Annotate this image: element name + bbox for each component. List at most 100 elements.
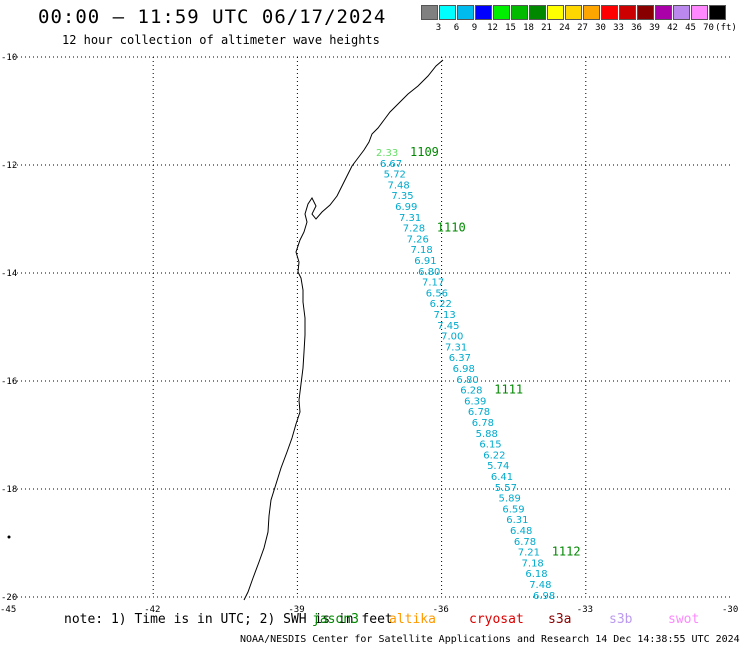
legend-swatch: [475, 5, 492, 20]
legend-value: 42: [667, 23, 678, 33]
lat-label: -12: [1, 161, 17, 171]
wave-height-label: 6.48: [510, 526, 532, 537]
legend-value: 18: [523, 23, 534, 33]
legend-swatch: [691, 5, 708, 20]
legend-value: 36: [631, 23, 642, 33]
wave-height-label: 6.39: [464, 396, 486, 407]
wave-height-label: 7.13: [433, 310, 455, 321]
satellite-s3b: s3b: [609, 612, 633, 627]
time-label: 1110: [437, 221, 466, 235]
satellite-cryosat: cryosat: [469, 612, 524, 627]
wave-height-label: 6.22: [483, 450, 505, 461]
legend-swatch: [583, 5, 600, 20]
legend-swatch: [709, 5, 726, 20]
wave-height-label: 6.28: [460, 386, 482, 397]
wave-height-label: 6.80: [418, 267, 440, 278]
legend-swatch: [511, 5, 528, 20]
wave-height-label: 7.48: [387, 180, 409, 191]
legend-swatch: [547, 5, 564, 20]
wave-height-label: 6.59: [502, 504, 524, 515]
legend-swatch: [673, 5, 690, 20]
satellite-altika: altika: [389, 612, 436, 627]
legend-value: 6: [453, 23, 460, 33]
legend-value: 21: [541, 23, 552, 33]
legend-value: 27: [577, 23, 588, 33]
lat-label: -18: [1, 485, 17, 495]
lon-label: -36: [433, 605, 449, 615]
legend-value: 24: [559, 23, 570, 33]
time-label: 1111: [494, 383, 523, 397]
wave-height-label: 2.33: [376, 148, 398, 159]
satellite-swot: swot: [668, 612, 700, 627]
legend-value: 9: [471, 23, 478, 33]
wave-height-label: 6.99: [395, 202, 417, 213]
legend-swatch: [565, 5, 582, 20]
wave-height-label: 6.78: [468, 407, 490, 418]
wave-height-label: 6.78: [514, 537, 536, 548]
wave-height-label: 7.21: [518, 548, 540, 559]
lon-label: -30: [722, 605, 738, 615]
lon-label: -39: [288, 605, 304, 615]
wave-height-label: 5.88: [476, 429, 498, 440]
legend-swatch: [655, 5, 672, 20]
legend-value: 39: [649, 23, 660, 33]
wave-height-label: 7.48: [529, 580, 551, 591]
wave-height-label: 7.35: [391, 191, 413, 202]
legend-swatch: [637, 5, 654, 20]
coastline: [243, 59, 444, 601]
wave-height-label: 6.98: [453, 364, 475, 375]
island-marker: [7, 535, 11, 539]
footer-note: note: 1) Time is in UTC; 2) SWH is in fe…: [64, 612, 393, 627]
wave-height-label: 6.80: [456, 375, 478, 386]
wave-height-label: 5.72: [384, 170, 406, 181]
wave-height-label: 7.26: [407, 234, 429, 245]
legend-value: 12: [487, 23, 498, 33]
wave-height-label: 7.31: [445, 342, 467, 353]
wave-height-label: 6.98: [533, 591, 555, 602]
map-title: 00:00 – 11:59 UTC 06/17/2024: [38, 6, 387, 28]
legend-swatch: [439, 5, 456, 20]
wave-height-label: 6.18: [525, 569, 547, 580]
wave-height-label: 6.31: [506, 515, 528, 526]
legend-value: 30: [595, 23, 606, 33]
lon-label: -45: [0, 605, 16, 615]
wave-height-label: 5.74: [487, 461, 509, 472]
wave-height-label: 6.78: [472, 418, 494, 429]
satellite-s3a: s3a: [548, 612, 572, 627]
wave-height-label: 5.89: [499, 494, 521, 505]
wave-height-label: 7.18: [522, 558, 544, 569]
map-subtitle: 12 hour collection of altimeter wave hei…: [62, 33, 380, 47]
wave-height-label: 6.91: [414, 256, 436, 267]
wave-height-label: 7.00: [441, 332, 463, 343]
lat-label: -20: [1, 593, 17, 603]
legend-value: 45: [685, 23, 696, 33]
legend-swatch: [529, 5, 546, 20]
wave-height-label: 7.18: [410, 245, 432, 256]
legend-value: 33: [613, 23, 624, 33]
wave-height-label: 6.41: [491, 472, 513, 483]
legend-swatch: [457, 5, 474, 20]
wave-height-label: 6.56: [426, 288, 448, 299]
wave-height-label: 6.22: [430, 299, 452, 310]
wave-height-label: 7.31: [399, 213, 421, 224]
time-label: 1109: [410, 145, 439, 159]
footer-credit: NOAA/NESDIS Center for Satellite Applica…: [240, 634, 740, 645]
wave-height-label: 6.37: [449, 353, 471, 364]
wave-height-label: 6.67: [380, 159, 402, 170]
lon-label: -33: [577, 605, 593, 615]
legend-swatch: [601, 5, 618, 20]
legend-swatch: [421, 5, 438, 20]
wave-height-label: 7.28: [403, 224, 425, 235]
lat-label: -14: [1, 269, 17, 279]
wave-height-label: 7.17: [422, 278, 444, 289]
legend-value: 15: [505, 23, 516, 33]
time-label: 1112: [552, 545, 581, 559]
wave-height-label: 6.15: [479, 440, 501, 451]
lat-label: -16: [1, 377, 17, 387]
wave-height-label: 5.57: [495, 483, 517, 494]
legend-swatch: [619, 5, 636, 20]
legend-value: 3: [435, 23, 442, 33]
legend-value: 70: [703, 23, 714, 33]
lat-label: -10: [1, 53, 17, 63]
